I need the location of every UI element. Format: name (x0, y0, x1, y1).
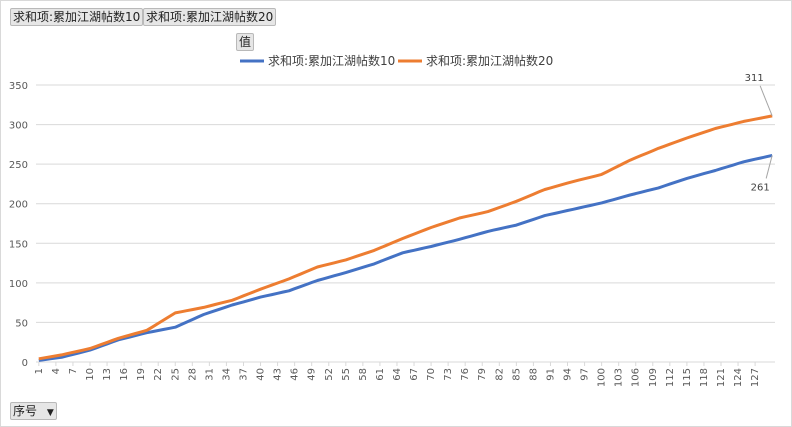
x-tick-label: 109 (648, 368, 659, 387)
x-tick-label: 76 (460, 368, 471, 381)
y-tick-label: 200 (9, 200, 28, 211)
series-line-1 (38, 153, 773, 362)
x-tick-label: 25 (170, 368, 181, 381)
y-tick-label: 250 (9, 160, 28, 171)
x-tick-label: 106 (631, 368, 642, 387)
x-tick-label: 34 (221, 368, 232, 381)
x-tick-label: 31 (204, 368, 215, 381)
x-tick-label: 49 (307, 368, 318, 381)
x-tick-label: 118 (699, 368, 710, 387)
data-label-leader-1 (765, 155, 773, 179)
legend-label-1: 求和项:累加江湖帖数10 (268, 53, 395, 68)
y-tick-label: 150 (9, 239, 28, 250)
x-tick-label: 22 (153, 368, 164, 381)
x-tick-label: 88 (528, 368, 539, 381)
x-tick-label: 43 (273, 368, 284, 381)
x-tick-label: 91 (545, 368, 556, 381)
x-tick-label: 4 (51, 368, 62, 374)
x-tick-label: 115 (682, 368, 693, 387)
y-tick-label: 350 (9, 81, 28, 92)
y-tick-label: 0 (22, 358, 28, 369)
values-field-label: 值 (239, 35, 252, 49)
y-tick-label: 50 (15, 318, 28, 329)
x-tick-label: 124 (733, 368, 744, 387)
filter-field-label-2: 求和项:累加江湖帖数20 (146, 10, 274, 24)
x-tick-label: 70 (426, 368, 437, 381)
data-label-leader-2 (759, 85, 773, 117)
filter-field-button-2[interactable]: 求和项:累加江湖帖数20 (143, 8, 277, 26)
x-tick-label: 79 (477, 368, 488, 381)
x-tick-label: 46 (290, 368, 301, 381)
legend-label-2: 求和项:累加江湖帖数20 (426, 53, 553, 68)
x-tick-label: 82 (494, 368, 505, 381)
y-tick-label: 100 (9, 279, 28, 290)
x-tick-label: 55 (341, 368, 352, 381)
dropdown-arrow-icon[interactable]: ▼ (46, 408, 54, 418)
data-label-1: 261 (751, 182, 770, 193)
x-tick-label: 64 (392, 368, 403, 381)
data-label-2: 311 (745, 73, 764, 84)
x-tick-label: 112 (665, 368, 676, 387)
y-tick-label: 300 (9, 121, 28, 132)
values-field-button[interactable]: 值 (236, 33, 255, 51)
category-field-button[interactable]: 序号 ▼ (10, 402, 57, 420)
x-tick-label: 19 (136, 368, 147, 381)
x-tick-label: 7 (68, 368, 79, 374)
x-tick-label: 10 (85, 368, 96, 381)
x-tick-label: 40 (256, 368, 267, 381)
x-tick-label: 94 (563, 368, 574, 381)
x-tick-label: 61 (375, 368, 386, 381)
x-tick-label: 121 (716, 368, 727, 387)
x-tick-label: 13 (102, 368, 113, 381)
x-tick-label: 73 (443, 368, 454, 381)
x-tick-label: 127 (750, 368, 761, 387)
series-line-2 (38, 114, 773, 361)
x-tick-label: 97 (580, 368, 591, 381)
filter-field-button-1[interactable]: 求和项:累加江湖帖数10 (10, 8, 144, 26)
x-tick-label: 103 (614, 368, 625, 387)
x-tick-label: 52 (324, 368, 335, 381)
x-tick-label: 100 (597, 368, 608, 387)
x-tick-label: 1 (34, 368, 45, 374)
x-tick-label: 28 (187, 368, 198, 381)
x-tick-label: 58 (358, 368, 369, 381)
x-tick-label: 37 (238, 368, 249, 381)
x-tick-label: 85 (511, 368, 522, 381)
x-tick-label: 67 (409, 368, 420, 381)
x-tick-label: 16 (119, 368, 130, 381)
filter-field-label-1: 求和项:累加江湖帖数10 (13, 10, 141, 24)
category-field-label: 序号 (13, 404, 38, 418)
